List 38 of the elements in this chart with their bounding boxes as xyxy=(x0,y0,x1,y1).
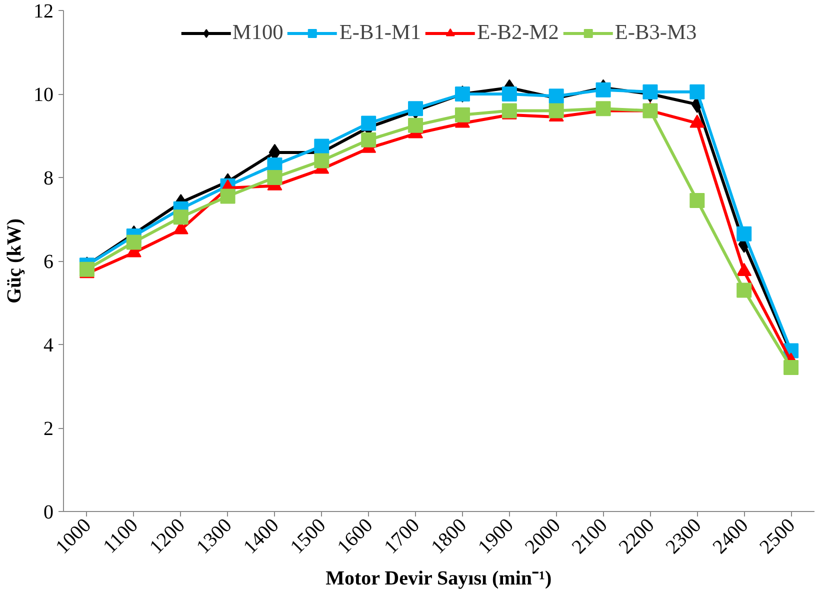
y-tick-label: 0 xyxy=(44,502,54,524)
x-axis-title: Motor Devir Sayısı (min⁻¹) xyxy=(326,568,552,590)
point xyxy=(79,262,94,277)
y-axis-title: Güç (kW) xyxy=(4,218,26,304)
point xyxy=(173,210,188,225)
point xyxy=(736,226,752,242)
point xyxy=(642,84,658,100)
y-tick-label: 8 xyxy=(44,168,54,190)
y-tick-label: 4 xyxy=(44,334,54,356)
point xyxy=(502,103,517,118)
point xyxy=(736,282,752,298)
point xyxy=(408,118,424,133)
point xyxy=(596,82,611,98)
y-tick-label: 6 xyxy=(44,251,54,273)
point xyxy=(267,170,282,185)
point xyxy=(784,360,799,375)
point xyxy=(408,101,424,116)
point xyxy=(548,103,564,118)
point xyxy=(454,107,470,122)
point xyxy=(361,132,376,148)
y-tick-label: 10 xyxy=(34,84,54,106)
point xyxy=(314,138,330,154)
point xyxy=(690,84,705,100)
y-tick-label: 2 xyxy=(44,418,54,440)
point xyxy=(642,103,658,118)
legend-label: E-B2-M2 xyxy=(477,20,559,45)
point xyxy=(548,88,564,104)
legend-label: E-B3-M3 xyxy=(614,20,697,45)
point xyxy=(361,116,376,131)
x-tick-label: 1100 xyxy=(99,514,142,558)
point xyxy=(314,153,330,168)
y-tick-label: 12 xyxy=(34,0,54,22)
point xyxy=(126,234,142,250)
point xyxy=(690,192,705,208)
point xyxy=(502,86,517,102)
point xyxy=(220,188,236,204)
legend-label: M100 xyxy=(232,20,284,45)
legend-label: E-B1-M1 xyxy=(339,20,422,45)
